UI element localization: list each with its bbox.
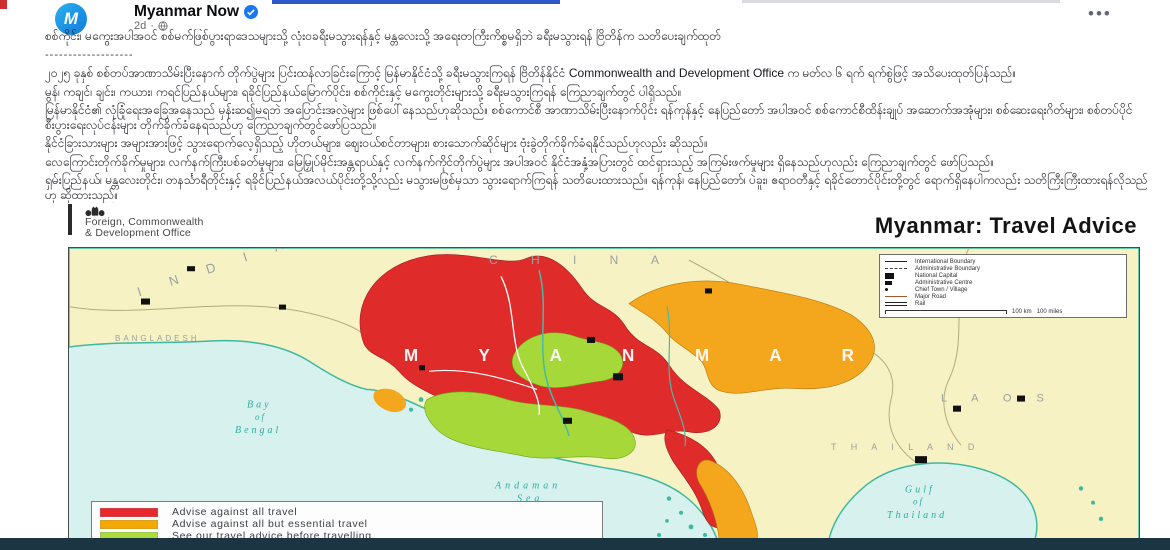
- scale-miles-label: 100 miles: [1036, 309, 1063, 315]
- svg-text:of: of: [255, 412, 266, 422]
- coastal-islands: [409, 397, 1104, 537]
- key-label: National Capital: [915, 272, 958, 279]
- svg-text:Bengal: Bengal: [235, 425, 281, 436]
- top-blue-strip-artifact: [272, 0, 560, 4]
- post-divider: -------------------: [45, 48, 134, 61]
- fcdo-name-line1: Foreign, Commonwealth: [85, 216, 204, 228]
- city-markers: [141, 266, 1025, 464]
- scale-km-label: 100 km: [1012, 309, 1032, 315]
- svg-text:Andaman: Andaman: [494, 480, 561, 491]
- region-see-travel-advice-central: [512, 332, 623, 388]
- svg-text:of: of: [913, 497, 924, 507]
- map-legend: Advise against all travel Advise against…: [91, 501, 603, 540]
- svg-text:Sea: Sea: [517, 494, 543, 505]
- svg-text:Bay: Bay: [247, 400, 272, 411]
- map-key: International Boundary Administrative Bo…: [879, 254, 1127, 318]
- uk-crest-icon: [85, 204, 204, 217]
- legend-swatch-orange: [100, 519, 158, 529]
- key-label: Rail: [915, 300, 926, 307]
- globe-privacy-icon: [158, 21, 168, 31]
- post-paragraph: ရှမ်းပြည်နယ်၊ မန္တလေးတိုင်း၊ တနင်္သာရီတိ…: [45, 173, 1148, 202]
- major-road-line: [500, 275, 540, 415]
- administrative-boundary-symbol: [885, 268, 907, 269]
- top-left-red-artifact: [0, 0, 7, 9]
- legend-swatch-red: [100, 507, 158, 517]
- verified-badge-icon: [244, 5, 259, 19]
- travel-advice-map[interactable]: M Y A N M A R I N D I A C H I N A BANGLA…: [68, 247, 1140, 540]
- key-label: International Boundary: [915, 258, 976, 265]
- post-menu-icon[interactable]: •••: [1088, 4, 1112, 23]
- post-paragraph: ၂၀၂၅ ခုနှစ် စစ်တပ်အာဏာသိမ်းပြီးနောက် တို…: [45, 66, 1017, 80]
- international-boundary-symbol: [885, 261, 907, 262]
- map-scale: 100 km 100 miles: [885, 309, 1121, 315]
- fcdo-vertical-bar: [68, 204, 72, 235]
- bottom-dark-bar: [0, 538, 1170, 550]
- map-title: Myanmar: Travel Advice: [874, 213, 1137, 238]
- major-road-symbol: [885, 296, 907, 297]
- china-label: C H I N A: [489, 253, 674, 267]
- river-line: [538, 270, 570, 437]
- key-label: Administrative Boundary: [915, 265, 981, 272]
- post-paragraph: မွန်၊ ကချင်၊ ချင်း၊ ကယား၊ ကရင်ပြည်နယ်မျာ…: [45, 84, 682, 99]
- svg-text:Gulf: Gulf: [905, 484, 935, 495]
- post-paragraph: မြန်မာနိုင်ငံ၏ လုံခြုံရေးအခြေအနေသည် မှန်…: [45, 103, 1133, 132]
- key-label: Administrative Centre: [915, 279, 973, 286]
- myanmar-map-graphic: M Y A N M A R I N D I A C H I N A BANGLA…: [69, 248, 1139, 539]
- national-capital-symbol: [885, 272, 894, 279]
- bay-of-bengal-label: Bay of Bengal: [235, 400, 281, 436]
- meta-dot: ·: [150, 20, 154, 32]
- administrative-centre-symbol: [885, 280, 892, 285]
- avatar[interactable]: M: [55, 3, 87, 35]
- region-essential-travel-only: [628, 280, 875, 394]
- legend-label: Advise against all travel: [172, 506, 298, 518]
- svg-text:Thailand: Thailand: [887, 510, 947, 521]
- rail-symbol: [885, 301, 907, 306]
- author-name[interactable]: Myanmar Now: [134, 3, 240, 20]
- legend-swatch-lime: [100, 531, 158, 539]
- chief-town-symbol: [885, 288, 888, 291]
- post-paragraph: စစ်ကိုင်း၊ မကွေးအပါအဝင် စစ်မက်ဖြစ်ပွားရာ…: [45, 29, 722, 43]
- post-paragraph: လေကြောင်းတိုက်ခိုက်မှုများ၊ လက်နက်ကြီးပစ…: [45, 154, 995, 169]
- thailand-label: T H A I L A N D: [831, 442, 980, 452]
- post-paragraph: နိုင်ငံခြားသားများ အများအားဖြင့် သွားရော…: [45, 136, 708, 150]
- river-line: [666, 306, 686, 447]
- fcdo-name-line2: & Development Office: [85, 227, 191, 239]
- legend-label: See our travel advice before travelling: [172, 530, 372, 540]
- region-see-travel-advice-delta: [424, 391, 636, 460]
- boundary-line: [69, 305, 370, 340]
- post-body: စစ်ကိုင်း၊ မကွေးအပါအဝင် စစ်မက်ဖြစ်ပွားရာ…: [45, 29, 1157, 203]
- avatar-letter: M: [63, 9, 79, 28]
- bangladesh-label: BANGLADESH: [115, 334, 200, 343]
- key-label: Chief Town / Village: [915, 286, 968, 293]
- laos-label: L A O S: [941, 393, 1055, 405]
- scale-bar: [885, 310, 1007, 314]
- top-grey-strip-artifact: [742, 0, 1060, 3]
- fcdo-header: Foreign, Commonwealth & Development Offi…: [68, 204, 204, 239]
- region-essential-travel-only-tail: [696, 459, 758, 539]
- legend-label: Advise against all but essential travel: [172, 518, 368, 530]
- region-essential-travel-only-west: [373, 388, 407, 413]
- post-timestamp[interactable]: 2d: [134, 20, 147, 32]
- andaman-sea-label: Andaman Sea: [494, 480, 561, 505]
- myanmar-country-label: M Y A N M A R: [404, 346, 882, 365]
- major-road-line: [428, 369, 538, 390]
- gulf-of-thailand-label: Gulf of Thailand: [887, 484, 947, 521]
- key-label: Major Road: [915, 293, 947, 300]
